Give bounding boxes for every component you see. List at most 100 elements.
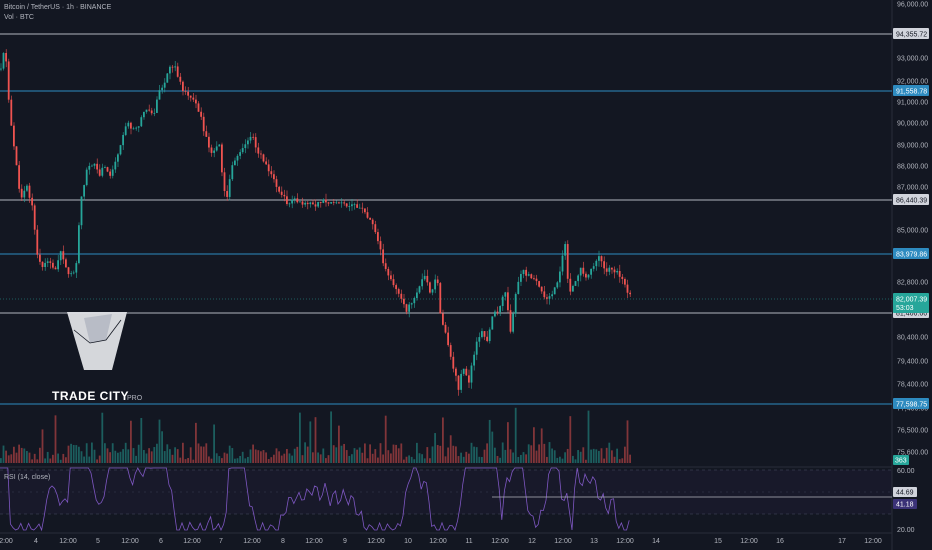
volume-bar-159 — [413, 459, 416, 463]
candle-60 — [156, 99, 158, 113]
volume-bar-44 — [114, 450, 117, 463]
volume-bar-135 — [351, 454, 353, 463]
candle-122 — [317, 202, 319, 207]
candle-117 — [304, 202, 306, 205]
volume-bar-174 — [452, 445, 455, 463]
volume-bar-23 — [59, 459, 62, 463]
candle-126 — [327, 202, 330, 204]
candle-230 — [598, 256, 600, 261]
volume-bar-158 — [410, 456, 413, 463]
volume-bar-206 — [535, 450, 538, 463]
y-tick-6: 88,000.00 — [897, 164, 928, 171]
x-tick-18: 12:00 — [554, 538, 572, 545]
x-tick-13: 10 — [404, 538, 412, 545]
volume-bar-200 — [520, 454, 522, 463]
logo-facet — [84, 314, 112, 343]
candle-151 — [392, 279, 395, 286]
volume-bar-0 — [0, 458, 2, 463]
volume-bar-205 — [533, 427, 535, 463]
candle-38 — [98, 169, 101, 176]
volume-bar-147 — [382, 454, 384, 463]
volume-bar-161 — [418, 453, 421, 463]
volume-bar-95 — [247, 456, 249, 463]
candle-42 — [109, 171, 111, 176]
volume-bar-126 — [327, 455, 330, 463]
candle-138 — [358, 207, 361, 209]
volume-bar-241 — [626, 420, 629, 463]
x-tick-2: 12:00 — [59, 538, 77, 545]
candle-84 — [218, 144, 221, 147]
volume-bar-72 — [187, 458, 189, 463]
volume-bar-216 — [561, 458, 564, 463]
volume-bar-191 — [496, 455, 499, 463]
volume-bar-115 — [299, 412, 301, 463]
candle-228 — [592, 266, 595, 269]
volume-bar-175 — [455, 446, 457, 463]
candle-179 — [465, 368, 468, 376]
candle-102 — [265, 161, 267, 165]
candle-240 — [624, 279, 626, 285]
candle-241 — [626, 284, 629, 293]
volume-bar-123 — [319, 454, 322, 463]
x-tick-6: 12:00 — [183, 538, 201, 545]
candle-24 — [62, 251, 65, 260]
volume-bar-108 — [280, 455, 283, 463]
volume-bar-188 — [488, 419, 491, 463]
candle-137 — [356, 204, 358, 208]
volume-bar-122 — [317, 452, 319, 463]
volume-bar-242 — [629, 454, 631, 463]
candle-4 — [10, 99, 13, 126]
candle-56 — [145, 109, 148, 112]
candle-69 — [179, 76, 182, 82]
level-price-2: 86,440.39 — [896, 198, 927, 205]
candle-160 — [416, 292, 418, 298]
candle-91 — [236, 155, 239, 161]
candle-116 — [301, 201, 304, 205]
volume-bar-75 — [195, 422, 197, 463]
candle-18 — [46, 261, 49, 263]
volume-bar-27 — [70, 443, 72, 463]
volume-bar-119 — [309, 421, 312, 463]
candle-242 — [629, 292, 631, 295]
x-tick-0: 2:00 — [0, 538, 13, 545]
y-tick-0: 96,000.00 — [897, 2, 928, 9]
volume-bar-204 — [530, 445, 533, 463]
volume-bar-199 — [517, 456, 520, 463]
volume-bar-207 — [538, 444, 540, 463]
volume-bar-111 — [288, 453, 291, 463]
candle-86 — [223, 172, 226, 192]
volume-bar-160 — [416, 442, 418, 463]
x-tick-24: 16 — [776, 538, 784, 545]
volume-bar-121 — [314, 417, 317, 463]
candle-12 — [31, 197, 33, 206]
candle-66 — [171, 66, 174, 68]
logo-suffix: PRO — [127, 395, 143, 402]
candle-9 — [23, 190, 26, 198]
candle-210 — [546, 297, 548, 299]
candle-213 — [553, 287, 556, 295]
candle-200 — [520, 273, 522, 282]
x-tick-1: 4 — [34, 538, 38, 545]
volume-bar-83 — [215, 453, 218, 463]
volume-bar-127 — [330, 411, 332, 463]
candle-97 — [252, 136, 254, 138]
candle-185 — [481, 331, 483, 338]
candle-5 — [13, 125, 15, 147]
x-tick-11: 9 — [343, 538, 347, 545]
x-tick-9: 8 — [281, 538, 285, 545]
volume-bar-156 — [405, 456, 408, 463]
volume-bar-214 — [556, 457, 559, 463]
volume-bar-38 — [98, 455, 101, 463]
volume-bar-78 — [202, 446, 205, 463]
candle-45 — [117, 154, 119, 162]
volume-bar-238 — [618, 459, 621, 463]
volume-bar-141 — [366, 458, 369, 463]
candle-158 — [410, 303, 413, 305]
candle-96 — [249, 136, 252, 141]
candle-76 — [197, 103, 200, 112]
candle-231 — [600, 256, 603, 262]
volume-bar-54 — [140, 417, 143, 463]
volume-badge — [893, 455, 909, 465]
candle-193 — [501, 296, 504, 307]
